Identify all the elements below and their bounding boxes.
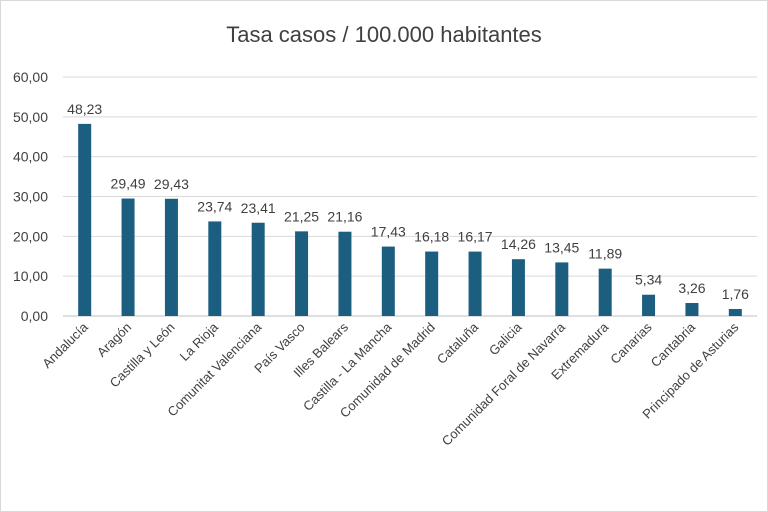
bar bbox=[468, 251, 482, 316]
category-label: Cataluña bbox=[434, 319, 482, 367]
data-label: 1,76 bbox=[722, 286, 749, 302]
data-label: 16,17 bbox=[458, 229, 493, 245]
bar bbox=[728, 308, 742, 316]
category-label: Andalucía bbox=[39, 319, 91, 371]
data-label: 5,34 bbox=[635, 272, 662, 288]
data-label: 21,16 bbox=[327, 209, 362, 225]
category-label: Aragón bbox=[94, 320, 134, 360]
bar bbox=[425, 251, 439, 316]
bar bbox=[555, 262, 569, 316]
y-tick-label: 10,00 bbox=[13, 268, 48, 284]
data-label: 13,45 bbox=[544, 239, 579, 255]
chart-title: Tasa casos / 100.000 habitantes bbox=[226, 22, 542, 47]
bar bbox=[295, 231, 309, 316]
data-label: 23,74 bbox=[197, 198, 232, 214]
y-tick-label: 0,00 bbox=[21, 308, 48, 324]
bar bbox=[78, 123, 92, 316]
data-label: 21,25 bbox=[284, 208, 319, 224]
bar bbox=[598, 268, 612, 316]
data-label: 11,89 bbox=[588, 246, 622, 262]
bar bbox=[208, 221, 222, 316]
category-label: Galicia bbox=[486, 319, 525, 358]
bar bbox=[511, 259, 525, 316]
data-label: 3,26 bbox=[678, 280, 705, 296]
y-tick-label: 50,00 bbox=[13, 109, 48, 125]
bar bbox=[338, 231, 352, 316]
bar bbox=[642, 294, 656, 316]
bar bbox=[381, 246, 395, 316]
data-label: 29,43 bbox=[154, 176, 189, 192]
y-tick-label: 20,00 bbox=[13, 228, 48, 244]
data-label: 48,23 bbox=[67, 101, 102, 117]
bar bbox=[164, 198, 178, 316]
y-tick-label: 40,00 bbox=[13, 149, 48, 165]
data-label: 17,43 bbox=[371, 224, 406, 240]
data-label: 16,18 bbox=[414, 229, 449, 245]
data-label: 29,49 bbox=[111, 176, 146, 192]
bar bbox=[121, 198, 135, 316]
y-tick-label: 60,00 bbox=[13, 69, 48, 85]
data-label: 14,26 bbox=[501, 236, 536, 252]
data-label: 23,41 bbox=[241, 200, 276, 216]
y-tick-label: 30,00 bbox=[13, 189, 48, 205]
bar bbox=[251, 222, 265, 316]
bar bbox=[685, 303, 699, 316]
